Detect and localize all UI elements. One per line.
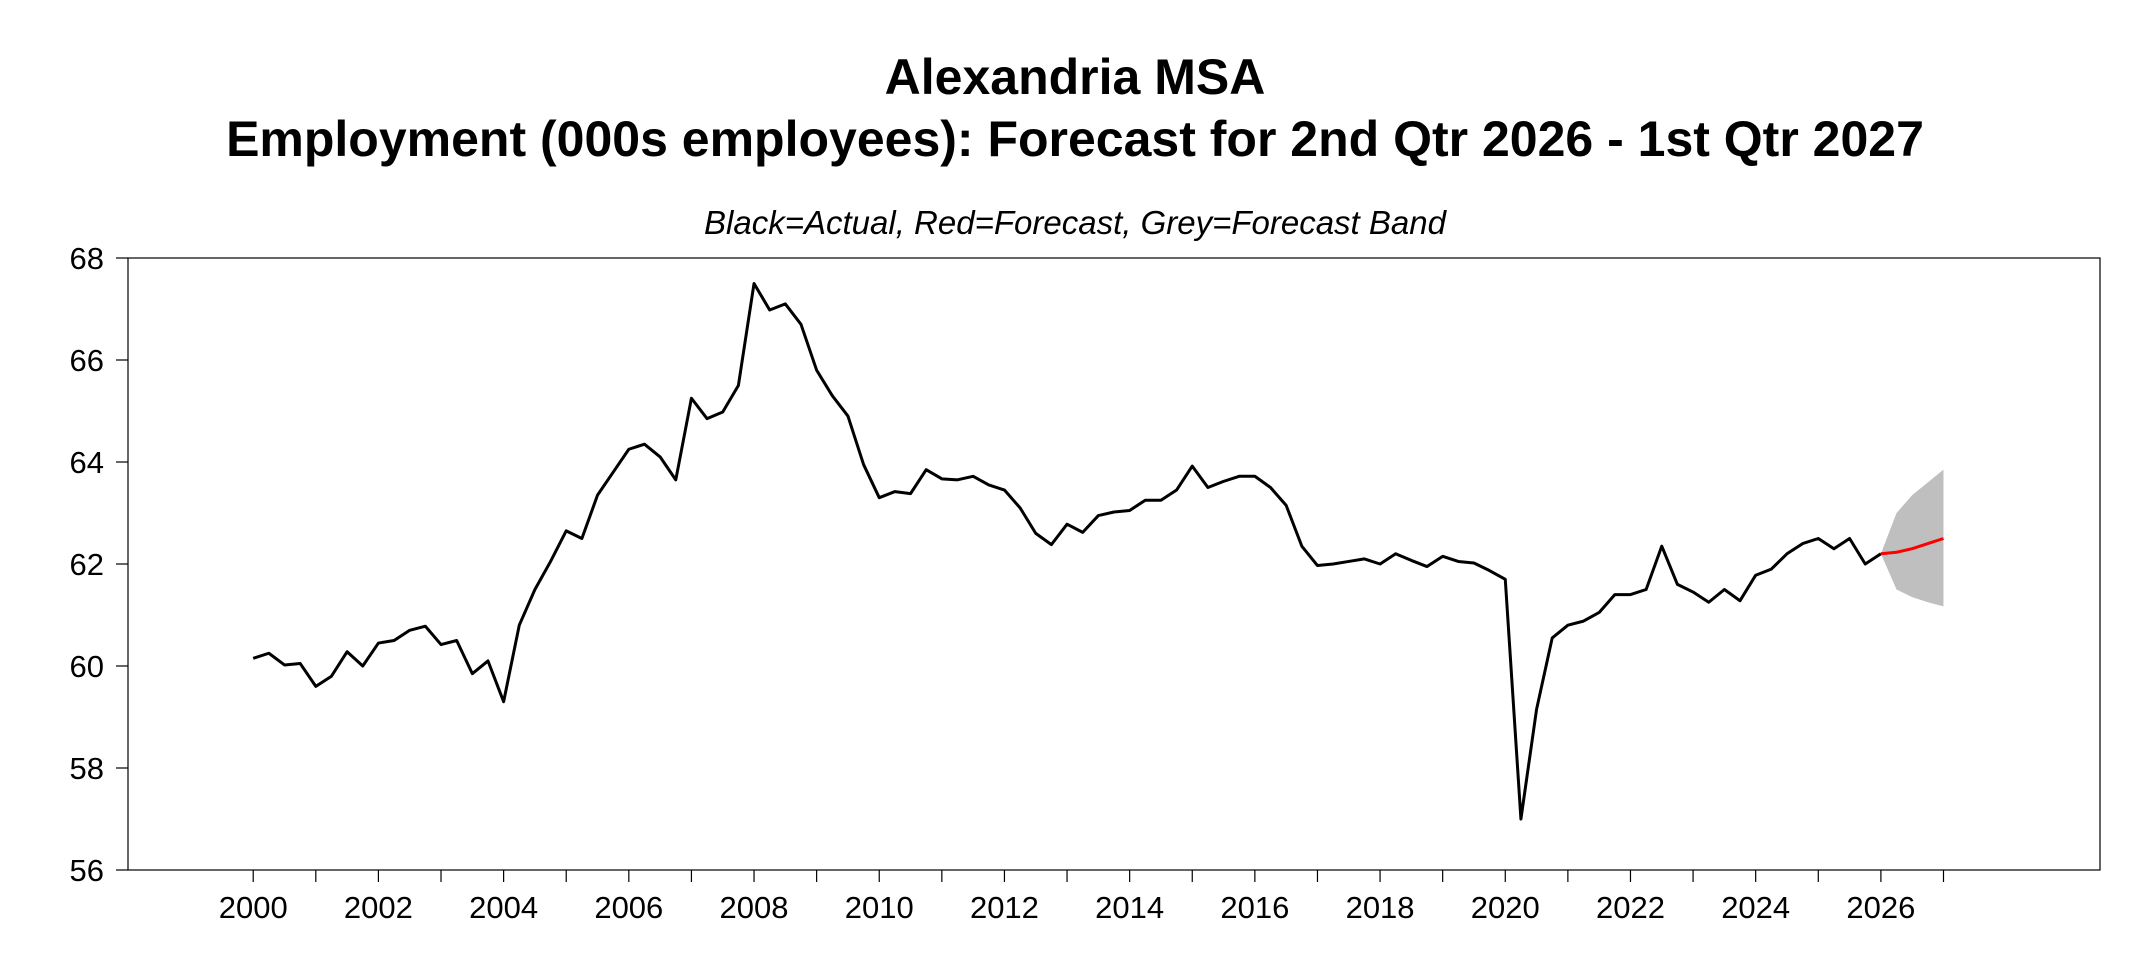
x-tick-label: 2022 (1596, 890, 1665, 925)
x-tick-label: 2020 (1471, 890, 1540, 925)
x-tick-label: 2012 (970, 890, 1039, 925)
chart-note: Black=Actual, Red=Forecast, Grey=Forecas… (704, 204, 1446, 241)
y-tick-label: 60 (70, 649, 104, 684)
x-tick-label: 2006 (594, 890, 663, 925)
x-tick-label: 2026 (1846, 890, 1915, 925)
x-tick-label: 2016 (1220, 890, 1289, 925)
x-tick-label: 2010 (845, 890, 914, 925)
chart-title: Alexandria MSA (884, 49, 1266, 105)
y-tick-label: 62 (70, 547, 104, 582)
x-tick-label: 2024 (1721, 890, 1790, 925)
y-tick-label: 68 (70, 241, 104, 276)
x-tick-label: 2008 (720, 890, 789, 925)
x-tick-label: 2000 (219, 890, 288, 925)
y-tick-label: 64 (70, 445, 104, 480)
plot-frame (127, 257, 2101, 871)
y-tick-label: 66 (70, 343, 104, 378)
x-tick-label: 2004 (469, 890, 538, 925)
forecast-band (1880, 469, 1944, 607)
x-tick-label: 2014 (1095, 890, 1164, 925)
actual-series-line (252, 282, 1882, 821)
chart-subtitle: Employment (000s employees): Forecast fo… (226, 111, 1924, 167)
y-tick-label: 58 (70, 751, 104, 786)
y-tick-label: 56 (70, 853, 104, 888)
x-tick-label: 2002 (344, 890, 413, 925)
x-tick-label: 2018 (1346, 890, 1415, 925)
